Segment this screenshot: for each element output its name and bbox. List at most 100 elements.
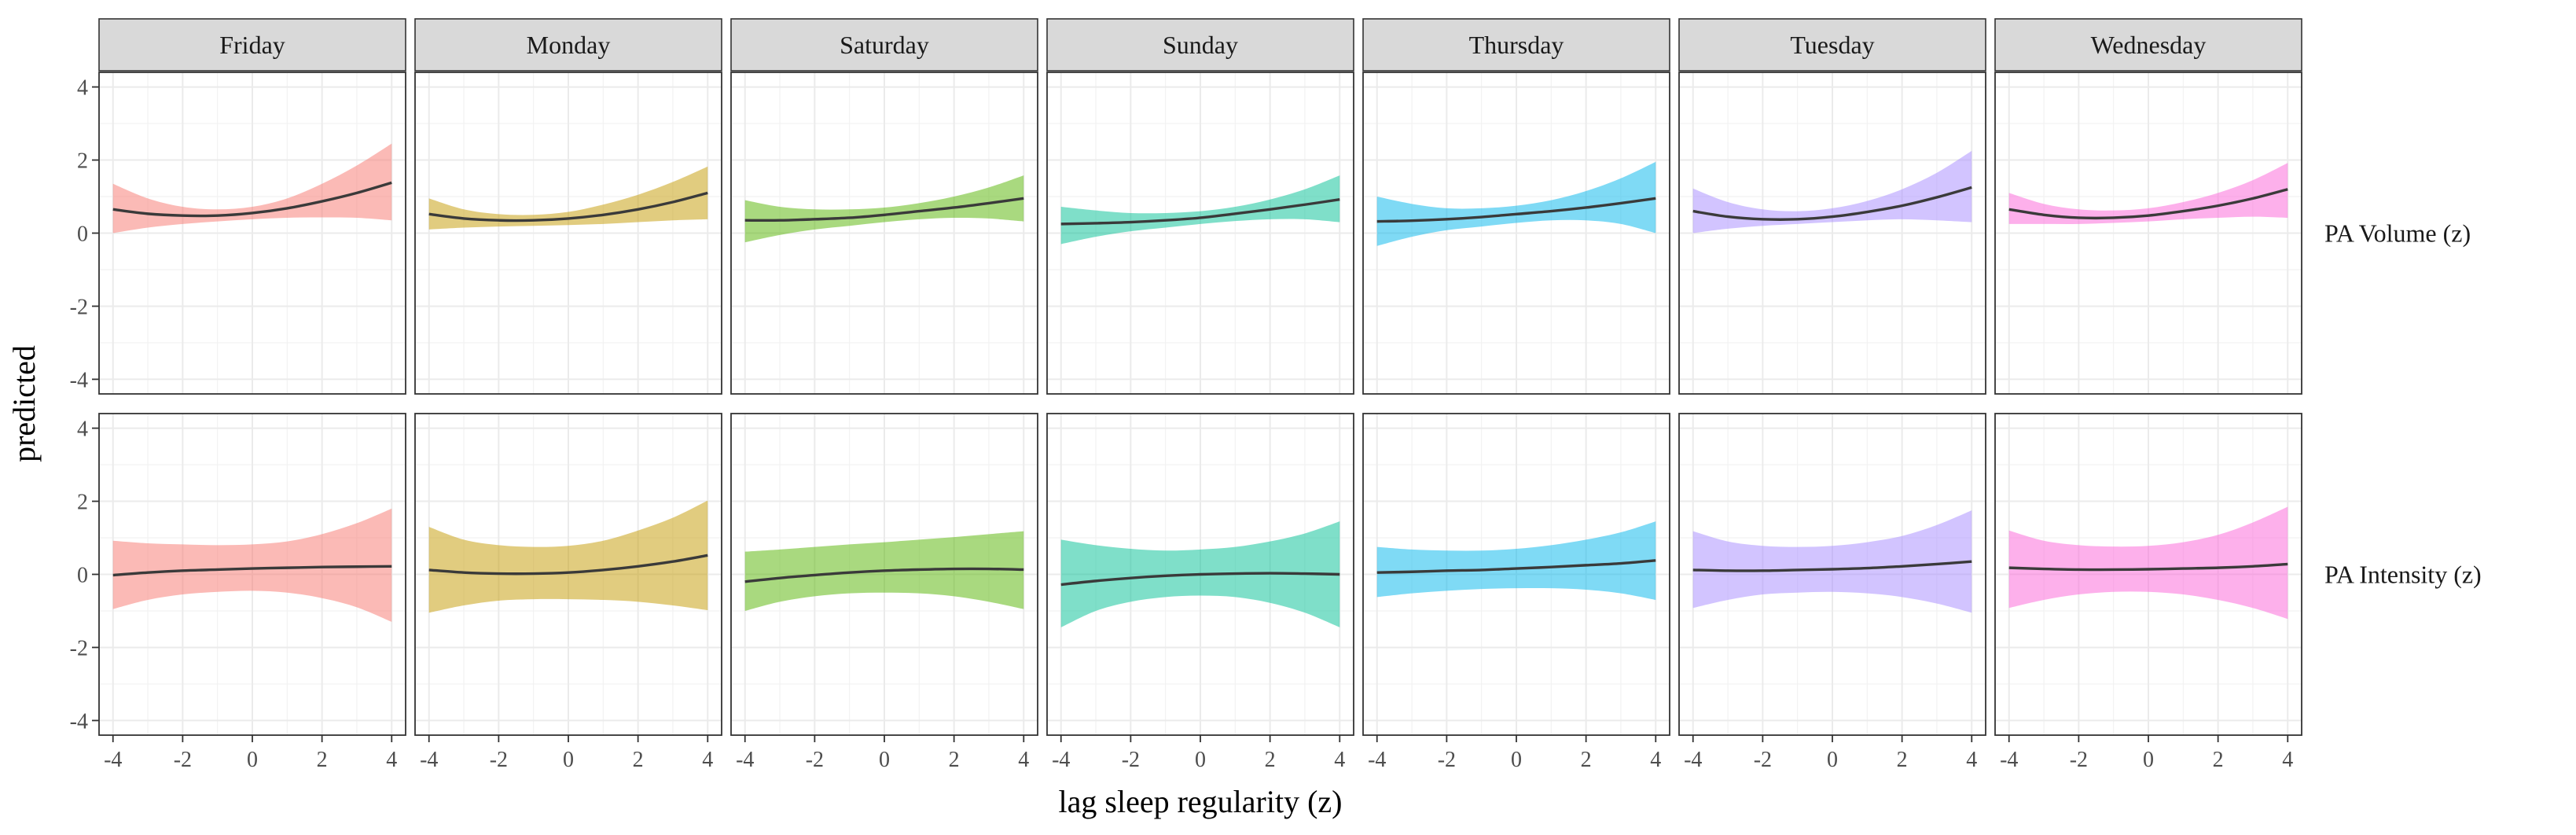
- fit-line-saturday: [744, 197, 1024, 223]
- fit-line-sunday: [1060, 572, 1340, 587]
- panel-pa-intensity-z-friday: -4 -2 0 2 4 -4 -2 0 2 4: [70, 413, 406, 772]
- x-tick-label: -4: [1368, 748, 1386, 772]
- panel-pa-intensity-z-thursday: -4 -2 0 2 4: [1362, 413, 1670, 772]
- y-tick-label: 4: [77, 76, 88, 101]
- panel-pa-volume-z-saturday: [730, 72, 1038, 395]
- panel-pa-intensity-z-monday: -4 -2 0 2 4: [414, 413, 722, 772]
- panel-border: [1994, 72, 2302, 395]
- strip-label: Wednesday: [2091, 31, 2207, 59]
- fit-line-friday: [112, 181, 392, 218]
- fit-line-thursday: [1376, 559, 1656, 574]
- strip-background: [1994, 18, 2302, 72]
- x-tick-label: -2: [1754, 748, 1772, 772]
- panel-border: [1678, 72, 1986, 395]
- strip-tuesday: Tuesday: [1678, 18, 1986, 72]
- y-tick-label: -4: [70, 709, 88, 734]
- panel-pa-volume-z-friday: -4 -2 0 2 4: [70, 72, 406, 395]
- x-tick-label: -2: [806, 748, 824, 772]
- panel-pa-volume-z-tuesday: [1678, 72, 1986, 395]
- x-tick-label: 2: [2213, 748, 2224, 772]
- strip-sunday: Sunday: [1046, 18, 1354, 72]
- y-tick-label: 0: [77, 223, 88, 247]
- strip-label: Tuesday: [1790, 31, 1874, 59]
- x-tick-label: 2: [633, 748, 644, 772]
- x-tick-label: 2: [317, 748, 328, 772]
- x-tick-label: 2: [949, 748, 960, 772]
- x-tick-label: -2: [2070, 748, 2088, 772]
- confidence-band-friday: [112, 508, 392, 622]
- x-tick-label: 4: [1334, 748, 1345, 772]
- y-tick-label: 4: [77, 418, 88, 442]
- fit-line-wednesday: [2008, 562, 2288, 572]
- panel-pa-intensity-z-wednesday: -4 -2 0 2 4: [1994, 413, 2302, 772]
- confidence-band-tuesday: [1692, 510, 1972, 613]
- confidence-band-tuesday: [1692, 150, 1972, 234]
- strip-saturday: Saturday: [730, 18, 1038, 72]
- x-tick-label: 0: [2143, 748, 2154, 772]
- confidence-band-wednesday: [2008, 163, 2288, 224]
- x-tick-label: 4: [2282, 748, 2293, 772]
- x-tick-label: -2: [1122, 748, 1140, 772]
- x-tick-label: 0: [1511, 748, 1522, 772]
- x-tick-label: 4: [386, 748, 397, 772]
- strip-background: [414, 18, 722, 72]
- strip-background: [98, 18, 406, 72]
- confidence-band-monday: [428, 500, 708, 613]
- panel-border: [730, 72, 1038, 395]
- strip-label: Friday: [219, 31, 285, 59]
- panel-pa-intensity-z-sunday: -4 -2 0 2 4: [1046, 413, 1354, 772]
- x-tick-label: -4: [1684, 748, 1702, 772]
- strip-label: Monday: [527, 31, 611, 59]
- x-tick-label: 0: [1827, 748, 1838, 772]
- panel-pa-volume-z-thursday: [1362, 72, 1670, 395]
- fit-line-friday: [112, 565, 392, 577]
- y-tick-label: -2: [70, 295, 88, 319]
- panels-layer: Friday Monday Saturday Sunday Thursday Tuesda…: [70, 18, 2482, 772]
- strip-background: [1678, 18, 1986, 72]
- strip-background: [1046, 18, 1354, 72]
- x-tick-label: -4: [104, 748, 122, 772]
- x-tick-label: -4: [1052, 748, 1070, 772]
- x-tick-label: -4: [736, 748, 754, 772]
- y-tick-label: -2: [70, 636, 88, 660]
- x-axis-title: lag sleep regularity (z): [1059, 784, 1343, 819]
- x-tick-label: -2: [174, 748, 192, 772]
- x-tick-label: -4: [2000, 748, 2018, 772]
- strip-friday: Friday: [98, 18, 406, 72]
- x-tick-label: 2: [1897, 748, 1908, 772]
- x-tick-label: 2: [1265, 748, 1276, 772]
- x-tick-label: 2: [1581, 748, 1592, 772]
- confidence-band-saturday: [744, 175, 1024, 243]
- strip-background: [1362, 18, 1670, 72]
- fit-line-thursday: [1376, 197, 1656, 223]
- confidence-band-sunday: [1060, 175, 1340, 245]
- strip-label: Thursday: [1469, 31, 1564, 59]
- panel-border: [414, 72, 722, 395]
- confidence-band-monday: [428, 166, 708, 230]
- confidence-band-thursday: [1376, 521, 1656, 601]
- x-tick-label: 0: [563, 748, 574, 772]
- x-tick-label: 4: [1018, 748, 1029, 772]
- panel-pa-intensity-z-tuesday: -4 -2 0 2 4: [1678, 413, 1986, 772]
- strip-background: [730, 18, 1038, 72]
- panel-border: [1046, 72, 1354, 395]
- x-tick-label: 0: [247, 748, 258, 772]
- strip-label: Sunday: [1163, 31, 1238, 59]
- strip-thursday: Thursday: [1362, 18, 1670, 72]
- panel-border: [1362, 72, 1670, 395]
- confidence-band-thursday: [1376, 161, 1656, 246]
- confidence-band-wednesday: [2008, 506, 2288, 620]
- panel-pa-volume-z-monday: [414, 72, 722, 395]
- x-tick-label: 0: [1195, 748, 1206, 772]
- fit-line-saturday: [744, 567, 1024, 583]
- fit-line-tuesday: [1692, 186, 1972, 221]
- row-label-pa-volume-z: PA Volume (z): [2324, 219, 2471, 248]
- strip-label: Saturday: [840, 31, 929, 59]
- panel-pa-intensity-z-saturday: -4 -2 0 2 4: [730, 413, 1038, 772]
- fit-line-monday: [428, 554, 708, 576]
- y-tick-label: 2: [77, 491, 88, 515]
- x-tick-label: 4: [1650, 748, 1661, 772]
- fit-line-tuesday: [1692, 560, 1972, 572]
- x-tick-label: 4: [1966, 748, 1977, 772]
